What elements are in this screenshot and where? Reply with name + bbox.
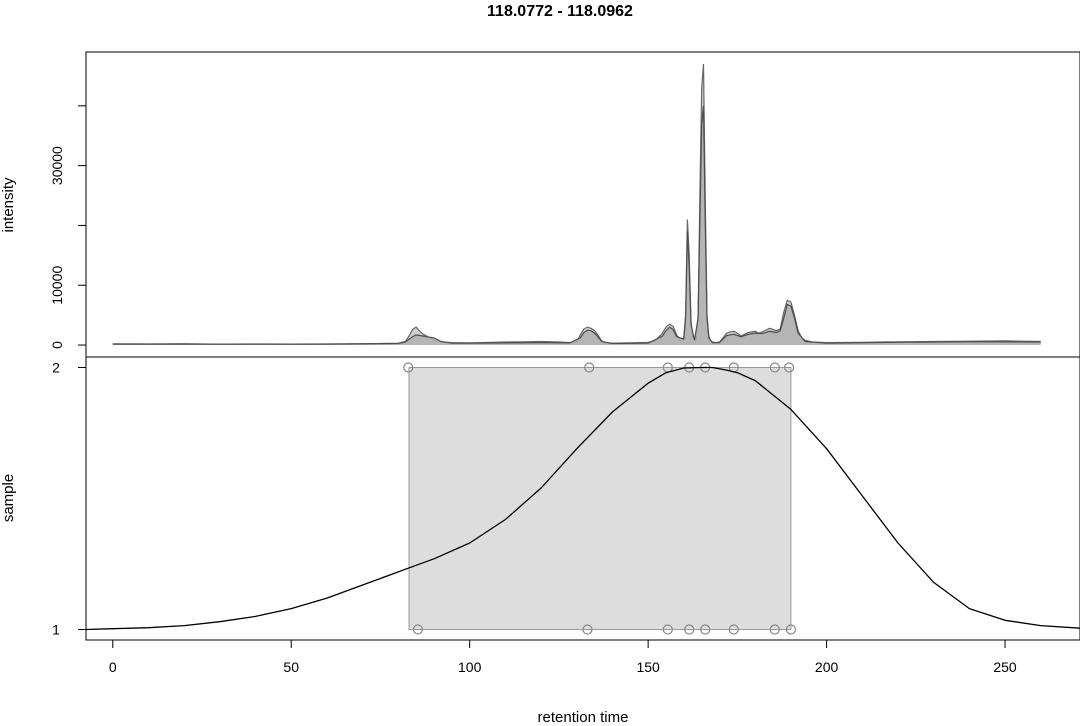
sample-tick-label-1: 1 bbox=[52, 622, 60, 638]
chromatogram-line-1 bbox=[112, 63, 1041, 345]
x-tick-label-50: 50 bbox=[283, 659, 299, 675]
sample-2-point-1 bbox=[403, 362, 414, 373]
intensity-tick-label-10000: 10000 bbox=[49, 266, 65, 305]
chart-title: 118.0772 - 118.0962 bbox=[487, 3, 633, 20]
sample-panel bbox=[85, 362, 1080, 635]
sample-2-point-2 bbox=[584, 362, 595, 373]
sample-1-point-3 bbox=[662, 624, 673, 635]
alignment-range-rect bbox=[408, 367, 792, 630]
chromatogram-area-1 bbox=[112, 64, 1041, 345]
intensity-tick-label-30000: 30000 bbox=[49, 146, 65, 185]
x-axis: 0 50 100 150 200 250 bbox=[109, 640, 1017, 675]
sample-1-point-1 bbox=[412, 624, 423, 635]
chromatogram-line-2 bbox=[112, 105, 1041, 345]
sample-2-point-7 bbox=[769, 362, 780, 373]
intensity-panel bbox=[112, 63, 1041, 345]
density-curve bbox=[85, 366, 1080, 631]
plot-frame bbox=[85, 51, 1080, 641]
x-tick-label-0: 0 bbox=[109, 659, 117, 675]
x-tick-label-150: 150 bbox=[636, 659, 660, 675]
x-tick-label-200: 200 bbox=[815, 659, 839, 675]
sample-2-point-8 bbox=[783, 362, 795, 373]
sample-axis: 12 bbox=[52, 359, 86, 638]
sample-tick-label-2: 2 bbox=[52, 359, 60, 375]
x-tick-label-250: 250 bbox=[993, 659, 1017, 675]
sample-1-point-4 bbox=[684, 624, 695, 635]
x-axis-label: retention time bbox=[538, 709, 629, 726]
sample-1-point-5 bbox=[700, 624, 711, 635]
intensity-axis-label: intensity bbox=[0, 177, 17, 233]
intensity-tick-label-0: 0 bbox=[49, 341, 65, 349]
x-tick-label-100: 100 bbox=[458, 659, 482, 675]
sample-1-point-2 bbox=[582, 624, 593, 635]
sample-axis-label: sample bbox=[0, 474, 17, 522]
intensity-axis: 0 10000 30000 bbox=[49, 105, 86, 349]
chromatogram-area-2 bbox=[112, 105, 1041, 345]
sample-1-point-7 bbox=[769, 624, 780, 635]
sample-1-point-8 bbox=[785, 624, 797, 635]
sample-1-point-6 bbox=[728, 624, 739, 635]
